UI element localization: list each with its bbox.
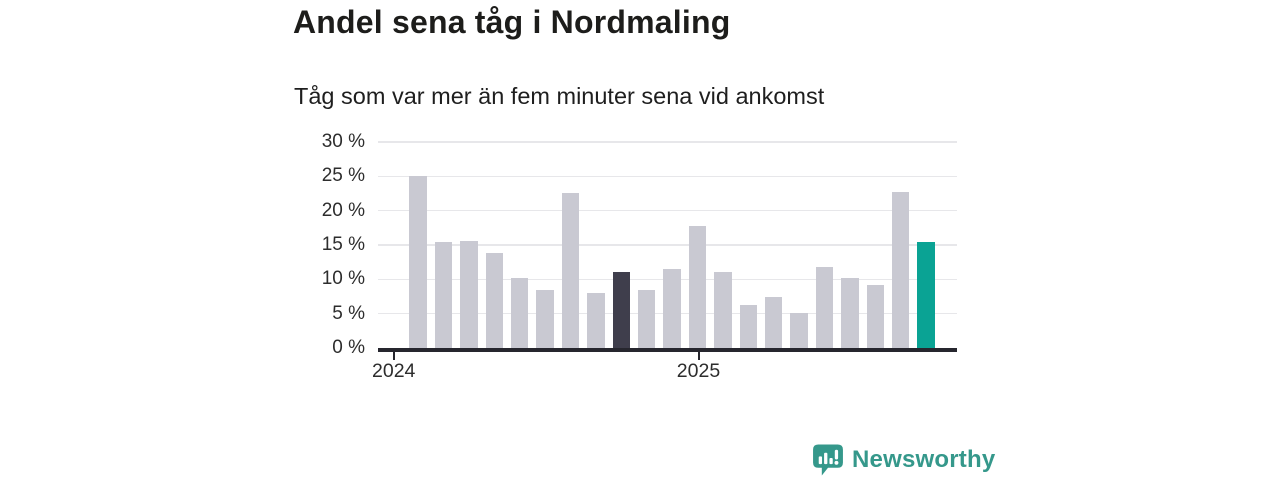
bar [409,176,427,348]
bar [739,305,757,348]
bar [790,312,808,348]
bar [460,240,478,348]
bar [561,192,580,348]
y-axis-label: 10 % [321,268,365,290]
bar [764,296,783,348]
x-axis-line [378,348,957,352]
y-axis-label: 0 % [332,337,365,358]
bar [434,242,453,348]
x-axis-tick [392,351,395,360]
x-axis-label: 2024 [372,360,416,382]
highlighted-bar [917,241,935,348]
x-axis-label: 2025 [676,360,721,382]
gridline [378,209,957,212]
bar [688,226,707,348]
bar [536,289,554,348]
bar [510,277,529,348]
x-axis-tick [697,351,700,360]
bar [815,266,834,348]
plot-area [378,141,957,360]
bar [891,192,910,348]
bar [637,289,656,348]
newsworthy-logo: Newsworthy [811,443,995,477]
y-axis-label: 30 % [321,131,365,152]
bar [485,253,503,348]
y-axis-label: 20 % [321,199,365,221]
gridline [378,244,957,246]
gridline [378,175,957,178]
bar [841,277,859,348]
bar [866,284,884,348]
bar-chart-speech-bubble-icon [813,444,843,476]
y-axis-label: 25 % [321,165,365,187]
y-axis-label: 5 % [332,302,365,324]
bar [663,269,681,348]
chart-title: Andel sena tåg i Nordmaling [293,4,731,40]
newsworthy-wordmark: Newsworthy [852,446,996,473]
y-axis-labels: 30 % 25 % 20 % 15 % 10 % 5 % 0 % [278,131,365,358]
chart-subtitle: Tåg som var mer än fem minuter sena vid … [294,83,825,109]
y-axis-label: 15 % [321,234,365,255]
bar [587,293,605,348]
bar [714,271,732,348]
x-axis-labels: 2024 2025 [372,360,957,386]
gridline [378,141,957,143]
highlighted-bar [612,271,630,348]
